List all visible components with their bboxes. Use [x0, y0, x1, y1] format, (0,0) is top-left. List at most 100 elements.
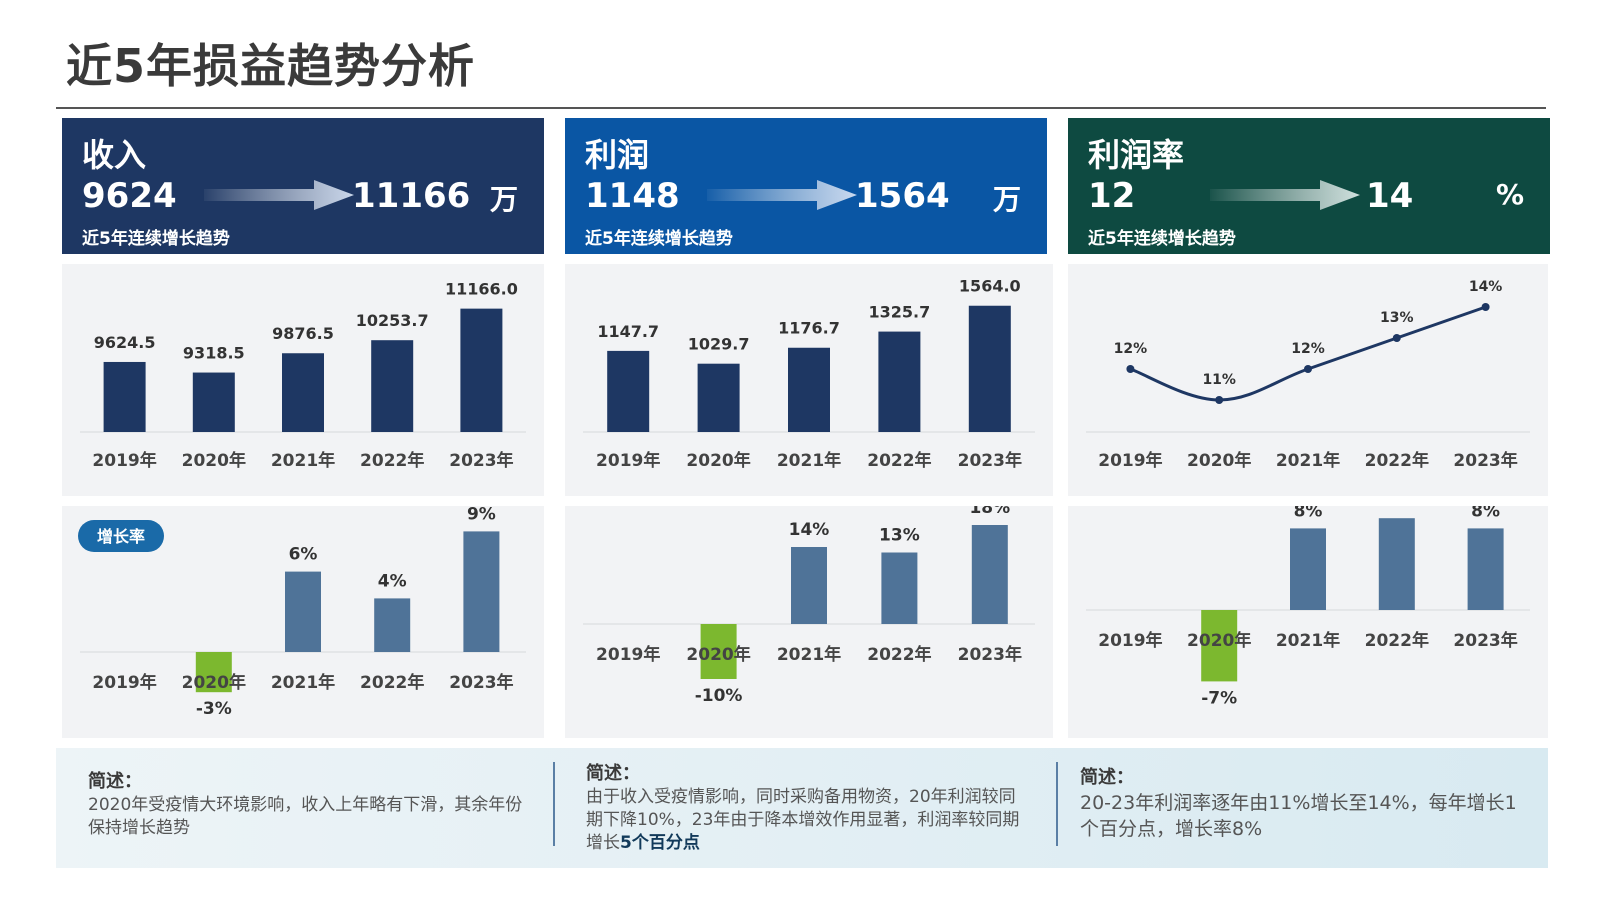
bar	[697, 363, 740, 432]
kpi-unit: 万	[489, 183, 518, 216]
growth-badge	[78, 520, 164, 552]
data-point	[1215, 396, 1224, 404]
summary-heading: 简述：	[88, 771, 142, 792]
tick-label: 2019年	[1098, 450, 1162, 471]
profit-chart-panel: 1147.7 2019年 1029.7 2020年 1176.7 2021年 1325.7 2…	[565, 264, 1053, 496]
data-label: 1029.7	[688, 335, 750, 354]
profit-growth-panel: 2019年 -10% 2020年 14% 2021年 13% 2022年 18% 2023年	[565, 506, 1053, 738]
bar	[1290, 528, 1326, 610]
page-title: 近5年损益趋势分析	[66, 39, 476, 93]
revenue-growth-panel: 增长率 2019年 -3% 2020年 6% 2021年 4% 2022年 9% 2023年	[62, 506, 544, 738]
summary-profit: 简述： 由于收入受疫情影响，同时采购备用物资，20年利润较同期下降10%，23年…	[586, 762, 1026, 855]
bar	[791, 547, 827, 624]
kpi-to-value: 1564	[855, 176, 950, 216]
tick-label: 2021年	[1276, 450, 1340, 471]
data-label: 11166.0	[445, 280, 518, 299]
title-divider	[56, 107, 1546, 109]
data-label: 11%	[1202, 372, 1236, 388]
data-point	[1304, 365, 1312, 373]
margin-growth-panel: 2019年 -7% 2020年 8% 2021年 9% 2022年 8% 2023年	[1068, 506, 1548, 738]
tick-label: 2023年	[1453, 450, 1517, 471]
kpi-from-value: 9624	[82, 176, 177, 216]
tick-label: 2021年	[777, 450, 841, 471]
bar	[374, 598, 411, 652]
bar	[788, 347, 830, 432]
tick-label: 2020年	[1187, 630, 1251, 651]
data-label: 12%	[1114, 341, 1148, 357]
summary-divider	[1056, 762, 1058, 846]
kpi-subtitle: 近5年连续增长趋势	[82, 229, 230, 249]
tick-label: 2020年	[686, 644, 750, 665]
tick-label: 2022年	[867, 644, 931, 665]
summary-text: 由于收入受疫情影响，同时采购备用物资，20年利润较同期下降10%，23年由于降本…	[586, 787, 1020, 853]
data-point	[1126, 365, 1135, 373]
tick-label: 2022年	[360, 450, 424, 471]
data-label: -10%	[695, 686, 743, 706]
data-label: 13%	[879, 526, 920, 546]
bar	[968, 305, 1011, 432]
tick-label: 2023年	[1453, 630, 1517, 651]
growth-badge-label: 增长率	[97, 527, 145, 546]
bar	[192, 372, 235, 432]
data-label: 6%	[289, 545, 318, 565]
tick-label: 2019年	[1098, 630, 1162, 651]
data-label: 4%	[378, 571, 407, 591]
summary-divider	[553, 762, 555, 846]
data-label: 14%	[1469, 279, 1503, 295]
tick-label: 2019年	[596, 644, 660, 665]
margin-chart-panel: 12% 2019年 11% 2020年 12% 2021年 13% 2022年 14% 2023年	[1068, 264, 1548, 496]
kpi-to-value: 11166	[352, 176, 471, 216]
tick-label: 2020年	[686, 450, 750, 471]
bar	[285, 571, 321, 652]
data-point	[1481, 303, 1490, 311]
bar	[103, 361, 146, 432]
data-label: 9876.5	[272, 324, 334, 343]
tick-label: 2022年	[1365, 630, 1429, 651]
summary-revenue: 简述： 2020年受疫情大环境影响，收入上年略有下滑，其余年份保持增长趋势	[88, 770, 528, 840]
kpi-title: 利润率	[1088, 136, 1185, 174]
data-label: 1325.7	[869, 303, 931, 322]
bar	[463, 531, 500, 652]
summary-text: 20-23年利润率逐年由11%增长至14%，每年增长1个百分点，增长率8%	[1080, 792, 1517, 840]
kpi-from-value: 1148	[585, 176, 680, 216]
kpi-unit: %	[1495, 178, 1524, 211]
summary-text: 2020年受疫情大环境影响，收入上年略有下滑，其余年份保持增长趋势	[88, 795, 523, 838]
tick-label: 2021年	[777, 644, 841, 665]
profit-bar-chart: 1147.7 2019年 1029.7 2020年 1176.7 2021年 1325.7 2…	[583, 277, 1035, 471]
tick-label: 2022年	[360, 672, 424, 693]
tick-label: 2019年	[92, 672, 156, 693]
revenue-growth-chart: 增长率 2019年 -3% 2020年 6% 2021年 4% 2022年 9% 2023年	[78, 506, 526, 719]
bar	[881, 552, 918, 624]
tick-label: 2020年	[182, 450, 246, 471]
bar	[607, 350, 650, 432]
negative-bar	[195, 652, 232, 693]
tick-label: 2020年	[182, 672, 246, 693]
tick-label: 2023年	[449, 672, 513, 693]
tick-label: 2021年	[1276, 630, 1340, 651]
bar	[282, 353, 324, 432]
kpi-card-margin: 利润率 12 14 % 近5年连续增长趋势	[1068, 118, 1550, 254]
tick-label: 2022年	[867, 450, 931, 471]
kpi-subtitle: 近5年连续增长趋势	[585, 229, 733, 249]
kpi-title: 利润	[585, 136, 650, 174]
data-label: 18%	[969, 506, 1010, 518]
data-label: 9%	[467, 506, 496, 524]
data-label: 14%	[789, 520, 830, 540]
tick-label: 2023年	[958, 644, 1022, 665]
data-label: 9%	[1382, 506, 1411, 511]
bar	[971, 525, 1008, 624]
negative-bar	[700, 624, 737, 679]
data-label: 12%	[1291, 341, 1325, 357]
margin-growth-chart: 2019年 -7% 2020年 8% 2021年 9% 2022年 8% 2023年	[1086, 506, 1530, 708]
kpi-from-value: 12	[1088, 176, 1136, 216]
arrow-right-icon	[707, 180, 857, 210]
data-label: 1176.7	[778, 319, 840, 338]
summary-heading: 简述：	[1080, 767, 1134, 788]
tick-label: 2023年	[958, 450, 1022, 471]
kpi-title: 收入	[82, 136, 147, 174]
data-label: 9624.5	[94, 333, 156, 352]
kpi-card-profit: 利润 1148 1564 万 近5年连续增长趋势	[565, 118, 1047, 254]
data-point	[1392, 334, 1401, 342]
kpi-subtitle: 近5年连续增长趋势	[1088, 229, 1236, 249]
data-label: 9318.5	[183, 344, 245, 363]
